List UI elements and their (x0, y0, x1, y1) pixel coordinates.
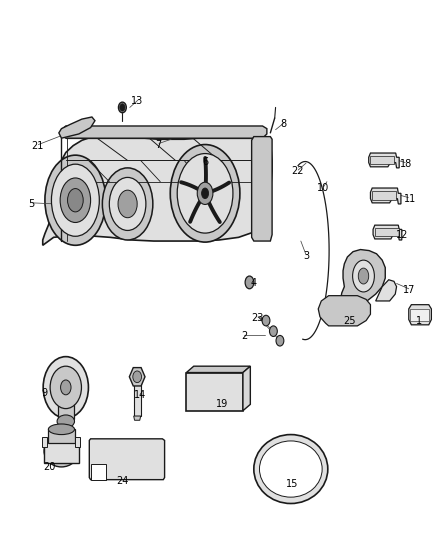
Ellipse shape (262, 316, 270, 326)
Text: 15: 15 (286, 479, 298, 489)
Bar (44, 441, 79, 463)
Ellipse shape (67, 189, 83, 212)
Bar (410, 309, 429, 320)
Text: 6: 6 (202, 157, 208, 166)
Text: 8: 8 (280, 119, 286, 130)
Bar (58, 399, 74, 419)
Text: 18: 18 (400, 159, 412, 168)
Ellipse shape (48, 424, 74, 434)
Polygon shape (243, 366, 251, 411)
Polygon shape (341, 249, 385, 301)
Ellipse shape (276, 335, 284, 346)
Text: 13: 13 (131, 96, 143, 106)
Text: 11: 11 (403, 193, 416, 204)
Ellipse shape (177, 154, 233, 233)
Ellipse shape (201, 188, 208, 199)
Bar (75, 437, 80, 447)
Text: 21: 21 (31, 141, 43, 151)
Polygon shape (91, 464, 106, 480)
Polygon shape (89, 439, 165, 480)
Polygon shape (59, 117, 95, 138)
Polygon shape (318, 296, 371, 326)
Text: 10: 10 (317, 183, 328, 193)
Polygon shape (409, 305, 431, 325)
Bar (375, 228, 399, 236)
Ellipse shape (259, 441, 322, 497)
Polygon shape (186, 366, 251, 373)
Ellipse shape (254, 434, 328, 504)
Text: 1: 1 (416, 316, 422, 326)
Ellipse shape (120, 104, 125, 111)
Text: 12: 12 (396, 230, 408, 240)
Ellipse shape (245, 276, 254, 289)
Text: 5: 5 (28, 199, 34, 209)
Polygon shape (61, 126, 267, 138)
Ellipse shape (45, 155, 106, 245)
Text: 4: 4 (251, 278, 257, 288)
Bar (372, 191, 396, 200)
Polygon shape (134, 416, 141, 420)
Bar (186, 373, 243, 411)
Ellipse shape (118, 102, 126, 113)
Polygon shape (376, 280, 396, 301)
Bar (53, 383, 58, 395)
Bar (134, 378, 141, 416)
Ellipse shape (269, 326, 277, 336)
Bar (42, 437, 47, 447)
Bar (74, 383, 79, 395)
Text: 23: 23 (251, 313, 264, 324)
Text: 3: 3 (303, 251, 309, 261)
Text: 22: 22 (291, 166, 304, 176)
Polygon shape (371, 188, 401, 204)
Polygon shape (252, 136, 272, 241)
Text: 9: 9 (42, 387, 48, 398)
Text: 2: 2 (241, 332, 247, 342)
Text: 25: 25 (343, 316, 356, 326)
Ellipse shape (43, 357, 88, 418)
Polygon shape (43, 134, 272, 245)
Ellipse shape (133, 371, 141, 383)
Bar (371, 156, 394, 164)
Ellipse shape (353, 260, 374, 292)
Polygon shape (369, 153, 399, 168)
Text: 24: 24 (116, 476, 129, 486)
Text: 7: 7 (155, 140, 161, 150)
Text: 17: 17 (403, 285, 416, 295)
Ellipse shape (118, 190, 137, 217)
Text: 14: 14 (134, 390, 146, 400)
Polygon shape (373, 225, 402, 240)
Text: 20: 20 (43, 462, 56, 472)
Ellipse shape (57, 415, 74, 427)
Polygon shape (129, 368, 145, 386)
Ellipse shape (170, 144, 240, 242)
Ellipse shape (60, 380, 71, 395)
Ellipse shape (110, 177, 146, 230)
Bar (48, 429, 74, 442)
Ellipse shape (50, 366, 81, 409)
Ellipse shape (358, 268, 369, 284)
Ellipse shape (102, 168, 153, 240)
Ellipse shape (51, 164, 99, 236)
Ellipse shape (60, 178, 91, 222)
Text: 19: 19 (216, 399, 229, 409)
Ellipse shape (197, 182, 213, 205)
Ellipse shape (44, 435, 79, 467)
